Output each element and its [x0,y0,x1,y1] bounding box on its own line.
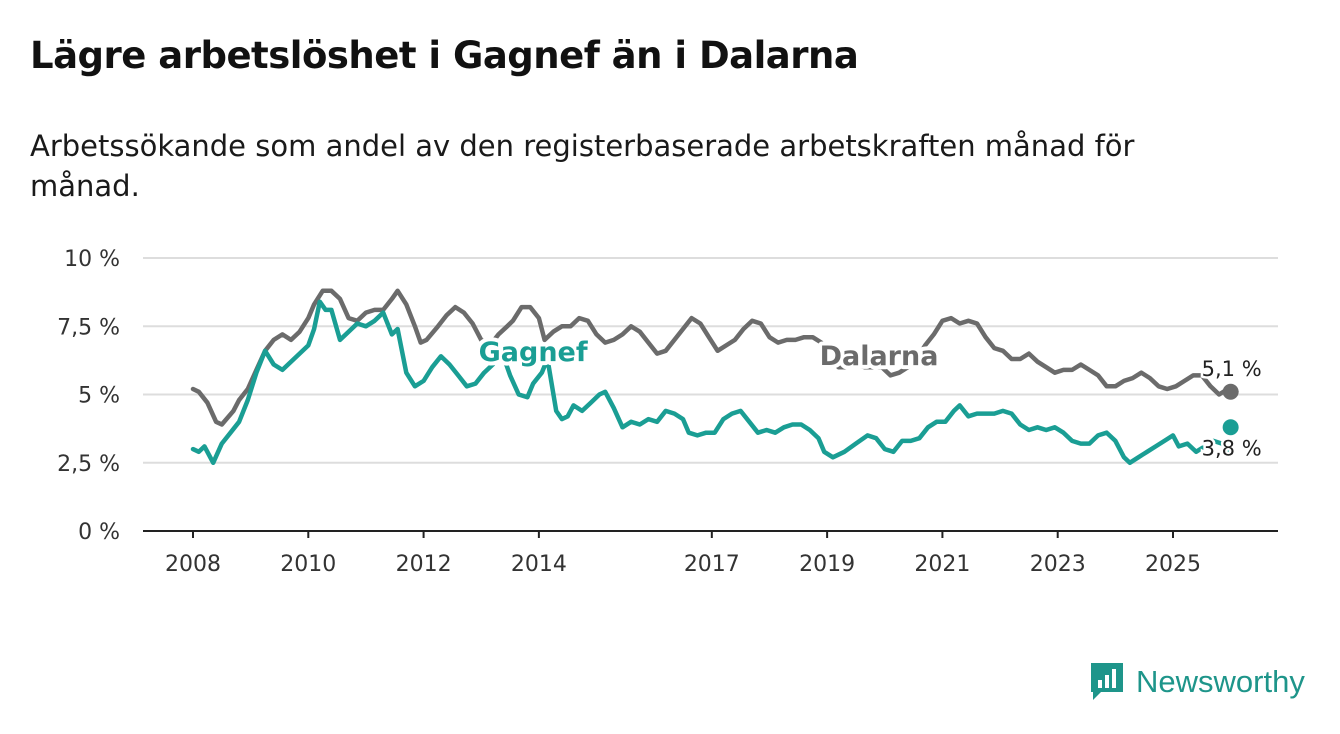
series-line-dalarna [190,288,1239,427]
x-tick-label: 2023 [1030,552,1086,577]
brand-name: Newsworthy [1136,664,1305,699]
x-tick-label: 2014 [511,552,567,577]
series-label-gagnef: Gagnef [479,337,588,368]
x-tick-label: 2012 [396,552,452,577]
y-tick-label: 10 % [64,247,120,272]
y-tick-label: 7,5 % [57,315,120,340]
end-marker-dalarna [1222,383,1239,400]
end-marker-gagnef [1222,419,1239,436]
y-tick-label: 2,5 % [57,452,120,477]
newsworthy-logo-icon [1091,663,1123,700]
series-label-dalarna: Dalarna [820,341,939,372]
chart-subtitle: Arbetssökande som andel av den registerb… [30,129,1135,203]
x-tick-label: 2019 [799,552,855,577]
x-tick-label: 2025 [1145,552,1201,577]
end-label-dalarna: 5,1 % [1202,357,1262,381]
x-tick-label: 2021 [914,552,970,577]
x-tick-label: 2017 [684,552,740,577]
x-tick-label: 2010 [280,552,336,577]
y-tick-label: 0 % [78,520,120,545]
end-label-gagnef: 3,8 % [1202,436,1262,460]
brand[interactable]: Newsworthy [1088,660,1305,704]
chart-title: Lägre arbetslöshet i Gagnef än i Dalarna [30,34,859,77]
series-line-gagnef [190,299,1233,466]
x-tick-label: 2008 [165,552,221,577]
y-tick-label: 5 % [78,384,120,409]
